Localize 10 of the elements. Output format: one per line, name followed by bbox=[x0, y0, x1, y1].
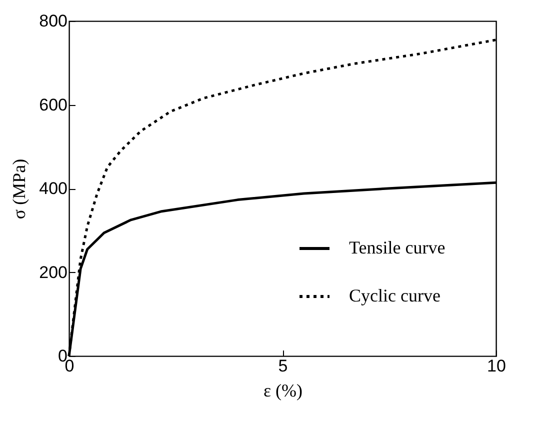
x-axis-title: ε (%) bbox=[263, 380, 303, 400]
y-axis-title: σ (MPa) bbox=[9, 158, 30, 220]
y-tick-label: 600 bbox=[39, 95, 68, 114]
x-tick-label: 10 bbox=[487, 356, 506, 376]
legend-label: Tensile curve bbox=[349, 238, 446, 258]
legend-label: Cyclic curve bbox=[349, 286, 440, 306]
x-tick-label: 5 bbox=[278, 356, 288, 376]
y-tick-label: 200 bbox=[39, 262, 68, 282]
y-tick-label: 800 bbox=[39, 12, 68, 30]
y-tick-label: 400 bbox=[39, 179, 68, 198]
